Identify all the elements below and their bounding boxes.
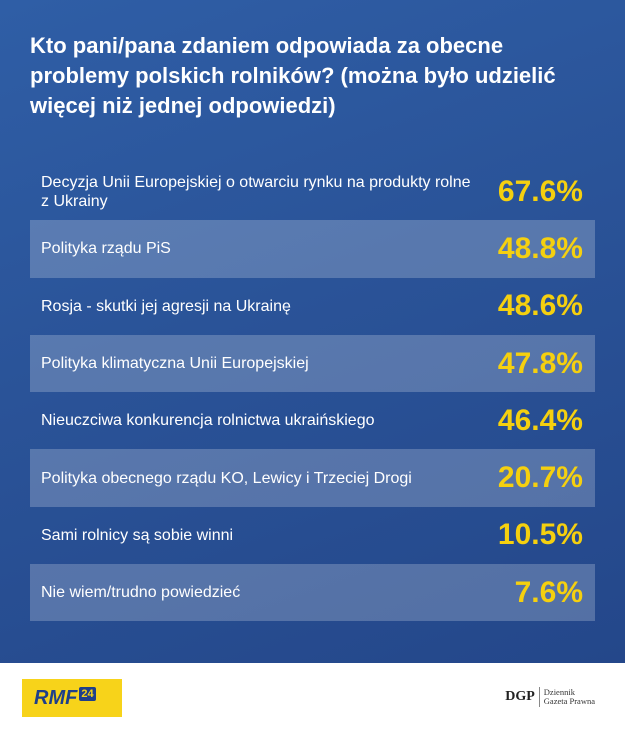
dgp-name: Dziennik Gazeta Prawna xyxy=(544,688,595,706)
row-label: Rosja - skutki jej agresji na Ukrainę xyxy=(41,297,291,315)
row-value: 48.8% xyxy=(497,231,583,265)
dgp-divider xyxy=(538,687,540,707)
row-value: 47.8% xyxy=(497,346,583,380)
row-label: Polityka obecnego rządu KO, Lewicy i Trz… xyxy=(41,469,412,487)
row-label: Decyzja Unii Europejskiej o otwarciu ryn… xyxy=(41,173,471,210)
footer: RMF 24 DGP Dziennik Gazeta Prawna xyxy=(0,663,625,731)
dgp-logo: DGP Dziennik Gazeta Prawna xyxy=(505,687,595,707)
chart-title: Kto pani/pana zdaniem odpowiada za obecn… xyxy=(30,33,556,118)
table-row: Nieuczciwa konkurencja rolnictwa ukraińs… xyxy=(30,392,595,449)
row-label: Polityka rządu PiS xyxy=(41,240,171,258)
chart-panel: Kto pani/pana zdaniem odpowiada za obecn… xyxy=(0,0,625,663)
rmf-logo-number: 24 xyxy=(79,687,96,701)
row-label: Nieuczciwa konkurencja rolnictwa ukraińs… xyxy=(41,412,375,430)
row-value: 46.4% xyxy=(497,403,583,437)
table-row: Polityka obecnego rządu KO, Lewicy i Trz… xyxy=(30,449,595,507)
results-table: Decyzja Unii Europejskiej o otwarciu ryn… xyxy=(30,163,595,622)
row-value: 67.6% xyxy=(497,174,583,208)
rmf-logo-text: RMF xyxy=(34,686,78,709)
table-row: Nie wiem/trudno powiedzieć 7.6% xyxy=(30,564,595,622)
table-row: Decyzja Unii Europejskiej o otwarciu ryn… xyxy=(30,163,595,220)
dgp-name-line2: Gazeta Prawna xyxy=(543,696,595,706)
row-label: Sami rolnicy są sobie winni xyxy=(41,526,234,544)
table-row: Polityka klimatyczna Unii Europejskiej 47… xyxy=(30,334,595,393)
table-row: Sami rolnicy są sobie winni 10.5% xyxy=(30,507,595,564)
table-row: Rosja - skutki jej agresji na Ukrainę 48.… xyxy=(30,278,595,335)
row-label: Nie wiem/trudno powiedzieć xyxy=(41,584,241,602)
row-value: 10.5% xyxy=(497,518,583,552)
table-row: Polityka rządu PiS 48.8% xyxy=(30,220,595,278)
row-label: Polityka klimatyczna Unii Europejskiej xyxy=(41,355,309,373)
dgp-name-line1: Dziennik xyxy=(543,687,575,697)
rmf24-logo: RMF 24 xyxy=(22,679,122,717)
row-value: 48.6% xyxy=(497,289,583,323)
dgp-mark: DGP xyxy=(505,689,535,704)
row-value: 7.6% xyxy=(514,575,583,609)
row-value: 20.7% xyxy=(497,461,583,495)
